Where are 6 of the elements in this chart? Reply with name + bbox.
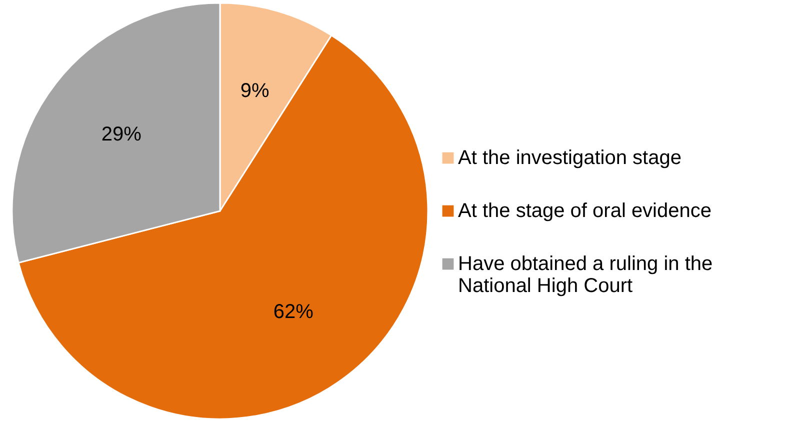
legend-label: At the stage of oral evidence [458, 200, 712, 222]
data-label: 29% [101, 124, 142, 146]
legend-label: At the investigation stage [458, 147, 682, 169]
data-label: 9% [240, 80, 270, 102]
data-label: 62% [273, 300, 314, 323]
legend-label: Have obtained a ruling in the National High Court [458, 253, 713, 297]
